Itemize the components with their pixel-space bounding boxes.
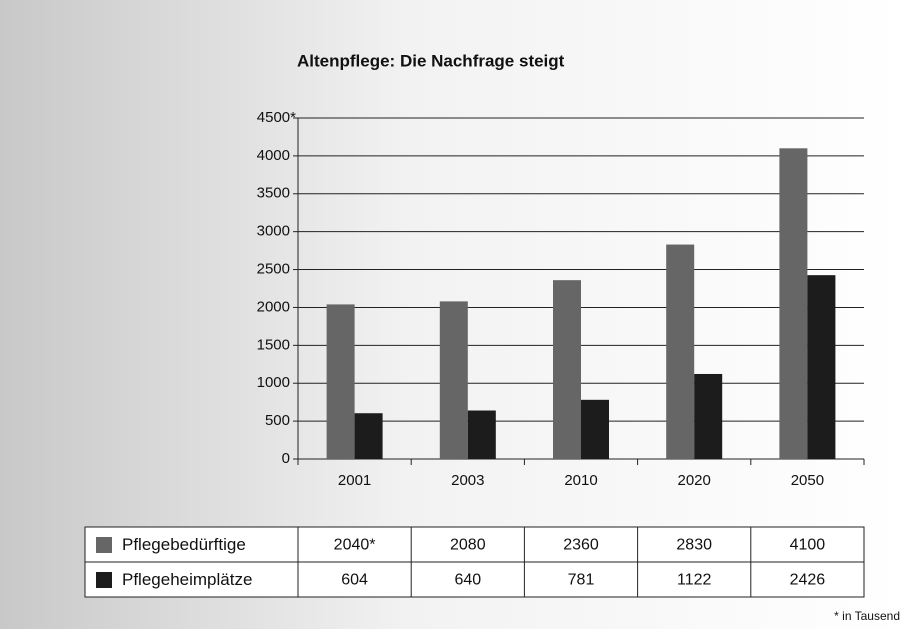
table-value: 2830 bbox=[676, 537, 712, 554]
bar bbox=[694, 373, 723, 459]
table-value: 640 bbox=[454, 572, 481, 589]
table-value: 2426 bbox=[790, 572, 826, 589]
table-value: 604 bbox=[341, 572, 368, 589]
legend-swatch bbox=[96, 537, 112, 553]
legend-label: Pflegeheimplätze bbox=[122, 570, 252, 589]
y-tick-label: 1500 bbox=[257, 336, 290, 353]
table-value: 4100 bbox=[790, 537, 826, 554]
bar bbox=[439, 301, 468, 459]
x-tick-label: 2050 bbox=[791, 472, 824, 489]
legend-label: Pflegebedürftige bbox=[122, 535, 246, 554]
y-tick-label: 500 bbox=[265, 412, 290, 429]
y-tick-label: 4500* bbox=[257, 109, 296, 126]
y-tick-label: 2500 bbox=[257, 261, 290, 278]
y-tick-label: 3000 bbox=[257, 223, 290, 240]
bar bbox=[807, 275, 836, 459]
y-tick-label: 1000 bbox=[257, 374, 290, 391]
table-value: 1122 bbox=[677, 572, 712, 589]
x-tick-label: 2003 bbox=[451, 472, 484, 489]
x-tick-label: 2010 bbox=[564, 472, 597, 489]
table-value: 2040* bbox=[334, 537, 376, 554]
x-tick-label: 2020 bbox=[678, 472, 711, 489]
y-tick-label: 0 bbox=[282, 450, 290, 467]
bar bbox=[553, 280, 581, 459]
bar bbox=[666, 244, 695, 459]
legend-swatch bbox=[96, 572, 112, 588]
table-value: 781 bbox=[568, 572, 595, 589]
footnote: * in Tausend bbox=[834, 609, 900, 623]
table-value: 2360 bbox=[563, 537, 599, 554]
bar bbox=[467, 410, 496, 459]
y-tick-label: 4000 bbox=[257, 147, 290, 164]
table-value: 2080 bbox=[450, 537, 486, 554]
x-tick-label: 2001 bbox=[338, 472, 371, 489]
bar bbox=[779, 148, 808, 460]
bar bbox=[326, 304, 355, 459]
y-tick-label: 2000 bbox=[257, 298, 290, 315]
chart-title: Altenpflege: Die Nachfrage steigt bbox=[297, 51, 565, 70]
y-tick-label: 3500 bbox=[257, 185, 290, 202]
bar bbox=[354, 413, 383, 459]
bar bbox=[581, 399, 609, 459]
